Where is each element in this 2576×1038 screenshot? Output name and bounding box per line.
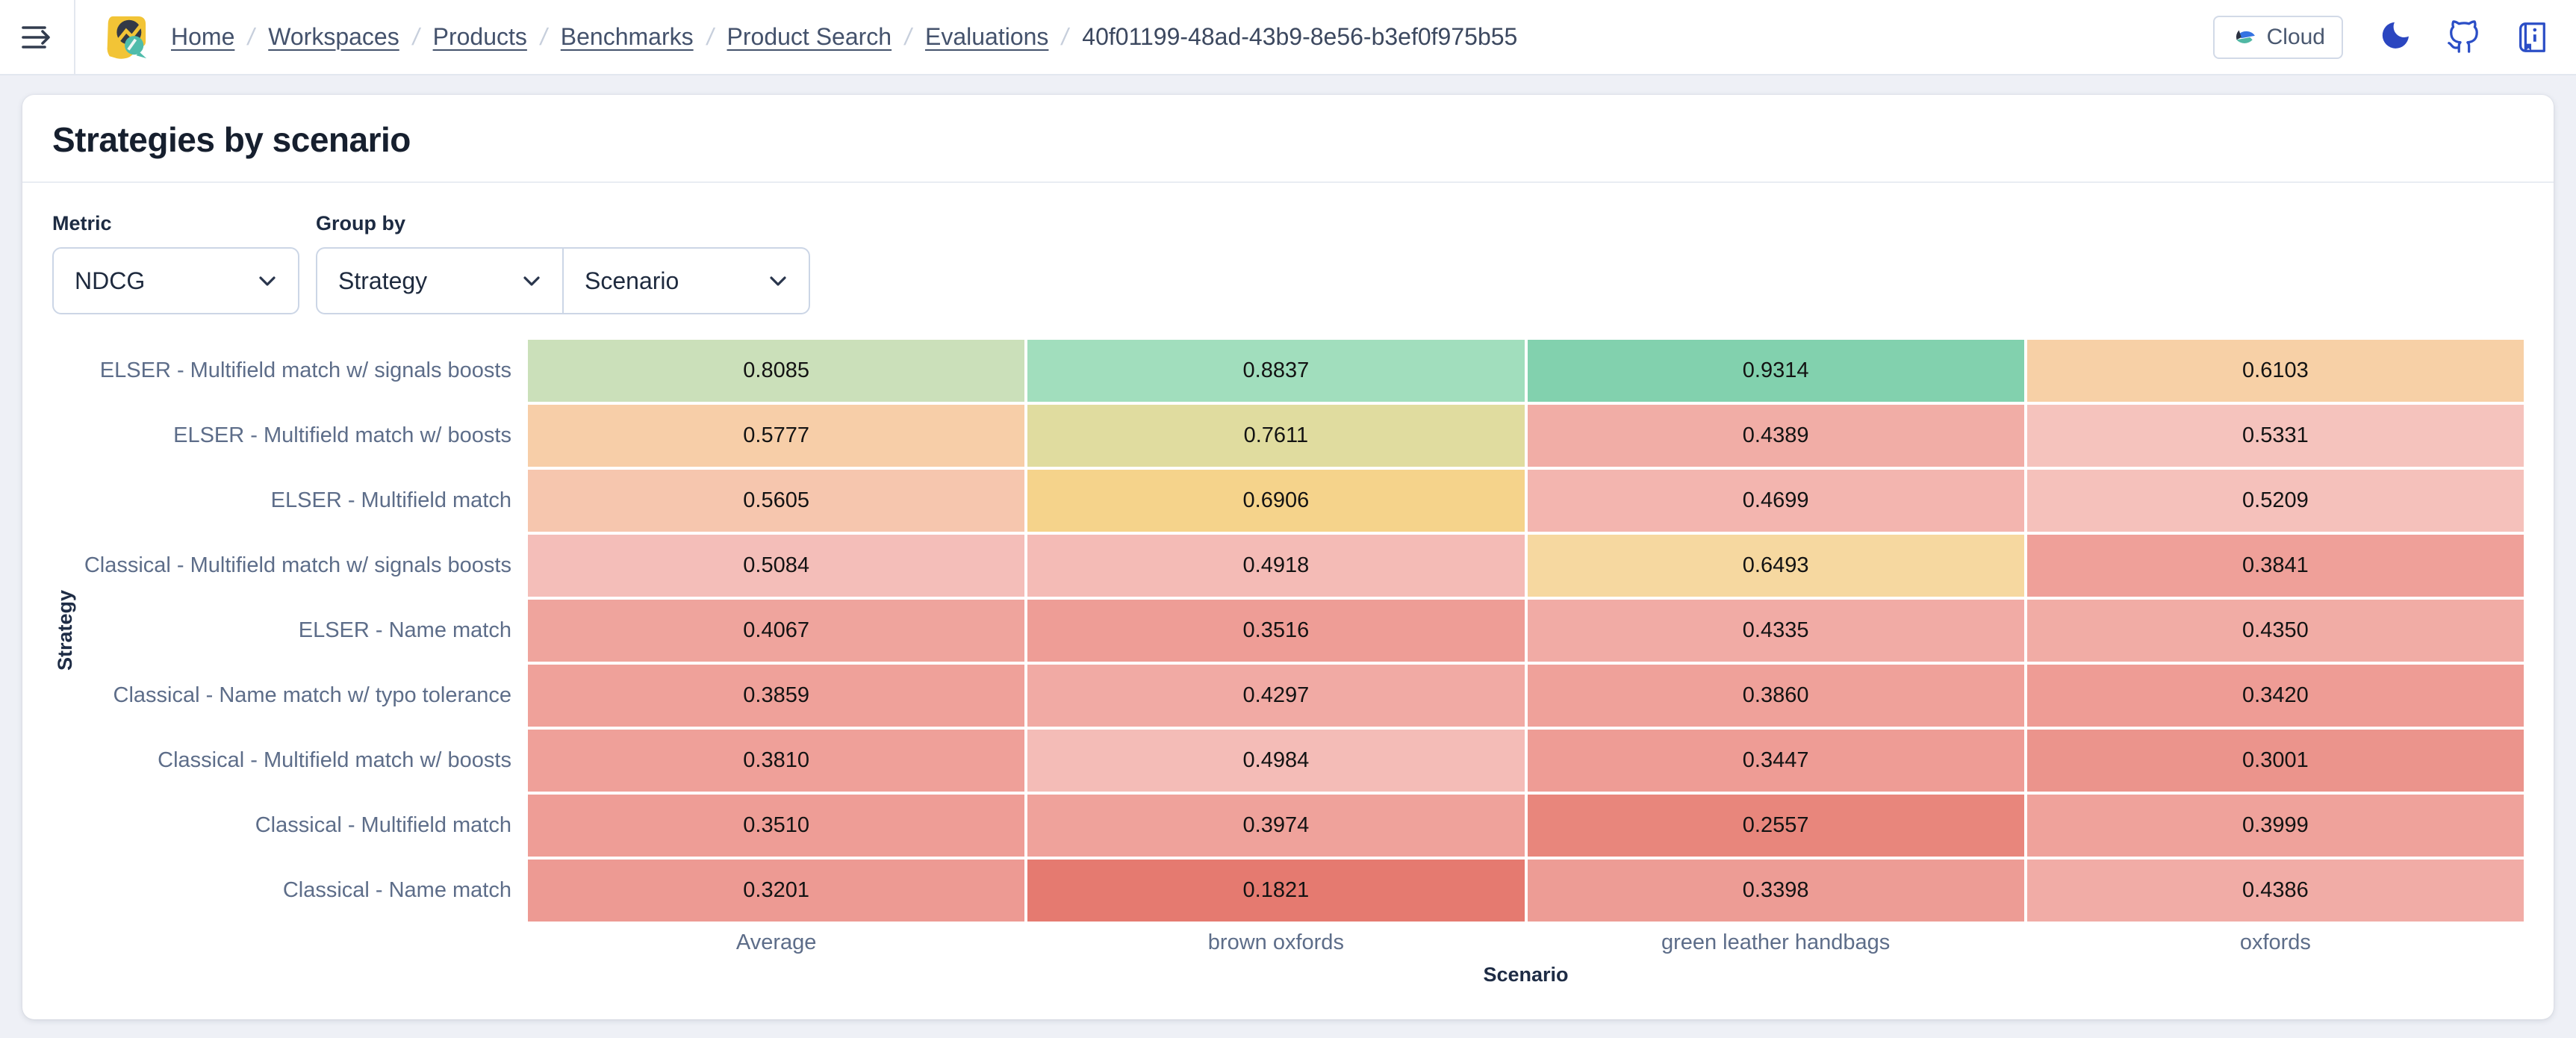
row-label: Classical - Multifield match [255, 813, 511, 837]
x-axis-title: Scenario [1483, 963, 1569, 986]
dark-mode-moon-icon[interactable] [2377, 20, 2412, 55]
group-by-label: Group by [316, 212, 405, 234]
breadcrumb-separator: / [902, 23, 915, 50]
chevron-down-icon [259, 276, 276, 286]
breadcrumb-separator: / [246, 23, 258, 50]
group-by-secondary-value: Scenario [585, 267, 679, 294]
group-by-primary-select[interactable]: Strategy [316, 247, 563, 314]
heatmap-cell[interactable]: 0.4335 [1527, 600, 2024, 662]
top-navigation-bar: Home / Workspaces / Products / Benchmarks / Prod… [0, 0, 2576, 75]
heatmap-cell[interactable]: 0.1821 [1027, 860, 1525, 922]
heatmap-cell[interactable]: 0.6493 [1527, 535, 2024, 597]
heatmap-cell[interactable]: 0.5331 [2026, 405, 2524, 467]
nav-actions: Cloud [2212, 15, 2549, 59]
heatmap-cell[interactable]: 0.2557 [1527, 795, 2024, 857]
breadcrumb-separator: / [1060, 23, 1071, 50]
heatmap-cell[interactable]: 0.5605 [528, 470, 1025, 532]
row-label: ELSER - Name match [298, 618, 511, 642]
cloud-button-label: Cloud [2266, 24, 2325, 49]
heatmap-chart: Strategy ELSER - Multifield match w/ sig… [52, 340, 2524, 986]
heatmap-column-labels: Average brown oxfords green leather handba… [52, 929, 2524, 956]
heatmap-cell[interactable]: 0.3860 [1527, 665, 2024, 727]
breadcrumb: Home / Workspaces / Products / Benchmarks / Prod… [171, 23, 1517, 51]
breadcrumb-separator: / [538, 23, 550, 50]
heatmap-cell[interactable]: 0.4067 [528, 600, 1025, 662]
row-label: Classical - Name match [282, 878, 511, 902]
row-label: ELSER - Multifield match w/ signals boos… [99, 358, 511, 382]
chevron-down-icon [770, 276, 786, 286]
column-label: green leather handbags [1661, 930, 1891, 954]
heatmap-cell[interactable]: 0.6103 [2026, 340, 2524, 402]
breadcrumb-link[interactable]: Home [171, 23, 235, 50]
breadcrumb-link[interactable]: Product Search [727, 23, 892, 50]
heatmap-cell[interactable]: 0.4389 [1527, 405, 2024, 467]
heatmap-grid: ELSER - Multifield match w/ signals boos… [52, 340, 2524, 922]
heatmap-cell[interactable]: 0.5084 [528, 535, 1025, 597]
heatmap-cell[interactable]: 0.3201 [528, 860, 1025, 922]
heatmap-cell[interactable]: 0.5209 [2026, 470, 2524, 532]
row-label: ELSER - Multifield match [270, 488, 511, 512]
heatmap-cell[interactable]: 0.3859 [528, 665, 1025, 727]
heatmap-cell[interactable]: 0.4297 [1027, 665, 1525, 727]
heatmap-cell[interactable]: 0.9314 [1527, 340, 2024, 402]
heatmap-cell[interactable]: 0.5777 [528, 405, 1025, 467]
group-by-secondary-select[interactable]: Scenario [563, 247, 810, 314]
page-title: Strategies by scenario [52, 120, 411, 159]
app-logo[interactable] [102, 14, 149, 60]
breadcrumb-separator: / [410, 23, 422, 50]
heatmap-cell[interactable]: 0.3420 [2026, 665, 2524, 727]
heatmap-cell[interactable]: 0.4386 [2026, 860, 2524, 922]
heatmap-cell[interactable]: 0.3810 [528, 730, 1025, 792]
heatmap-cell[interactable]: 0.8837 [1027, 340, 1525, 402]
breadcrumb-link[interactable]: Workspaces [268, 23, 399, 50]
breadcrumb-current: 40f01199-48ad-43b9-8e56-b3ef0f975b55 [1082, 23, 1518, 50]
heatmap-cell[interactable]: 0.8085 [528, 340, 1025, 402]
column-label: oxfords [2239, 930, 2311, 954]
heatmap-cell[interactable]: 0.6906 [1027, 470, 1525, 532]
heatmap-cell[interactable]: 0.7611 [1027, 405, 1525, 467]
chevron-down-icon [523, 276, 540, 286]
heatmap-cell[interactable]: 0.3841 [2026, 535, 2524, 597]
heatmap-cell[interactable]: 0.4699 [1527, 470, 2024, 532]
metric-label: Metric [52, 212, 112, 234]
breadcrumb-link[interactable]: Benchmarks [560, 23, 694, 50]
row-label: Classical - Name match w/ typo tolerance [113, 683, 511, 707]
heatmap-cell[interactable]: 0.3510 [528, 795, 1025, 857]
breadcrumb-separator: / [704, 23, 716, 50]
y-axis-title: Strategy [54, 590, 76, 671]
metric-select[interactable]: NDCG [52, 247, 299, 314]
docs-book-icon[interactable] [2515, 20, 2549, 55]
group-by-control-group: Group by Strategy Scenario [316, 211, 810, 314]
elastic-cloud-icon [2236, 29, 2255, 43]
footer-spacer [52, 929, 525, 956]
row-label: ELSER - Multifield match w/ boosts [173, 423, 511, 447]
strategies-panel: Strategies by scenario Metric NDCG Group… [22, 95, 2554, 1019]
heatmap-cell[interactable]: 0.3447 [1527, 730, 2024, 792]
row-label: Classical - Multifield match w/ signals … [84, 553, 511, 577]
chart-controls: Metric NDCG Group by Strategy Scenario [52, 211, 2524, 314]
menu-expand-icon [21, 25, 50, 49]
github-icon[interactable] [2446, 19, 2480, 55]
heatmap-cell[interactable]: 0.4918 [1027, 535, 1525, 597]
metric-control-group: Metric NDCG [52, 211, 299, 314]
divider [22, 181, 2554, 183]
group-by-primary-value: Strategy [338, 267, 428, 294]
column-label: brown oxfords [1207, 930, 1344, 954]
column-label: Average [735, 930, 817, 954]
cloud-button[interactable]: Cloud [2212, 15, 2343, 59]
row-label: Classical - Multifield match w/ boosts [158, 748, 511, 772]
heatmap-cell[interactable]: 0.3001 [2026, 730, 2524, 792]
breadcrumb-link[interactable]: Products [432, 23, 527, 50]
heatmap-cell[interactable]: 0.3999 [2026, 795, 2524, 857]
sidebar-toggle-button[interactable] [0, 0, 75, 74]
heatmap-cell[interactable]: 0.4984 [1027, 730, 1525, 792]
heatmap-cell[interactable]: 0.3398 [1527, 860, 2024, 922]
heatmap-cell[interactable]: 0.4350 [2026, 600, 2524, 662]
metric-select-value: NDCG [75, 267, 146, 294]
heatmap-cell[interactable]: 0.3974 [1027, 795, 1525, 857]
breadcrumb-link[interactable]: Evaluations [924, 23, 1049, 50]
heatmap-cell[interactable]: 0.3516 [1027, 600, 1525, 662]
